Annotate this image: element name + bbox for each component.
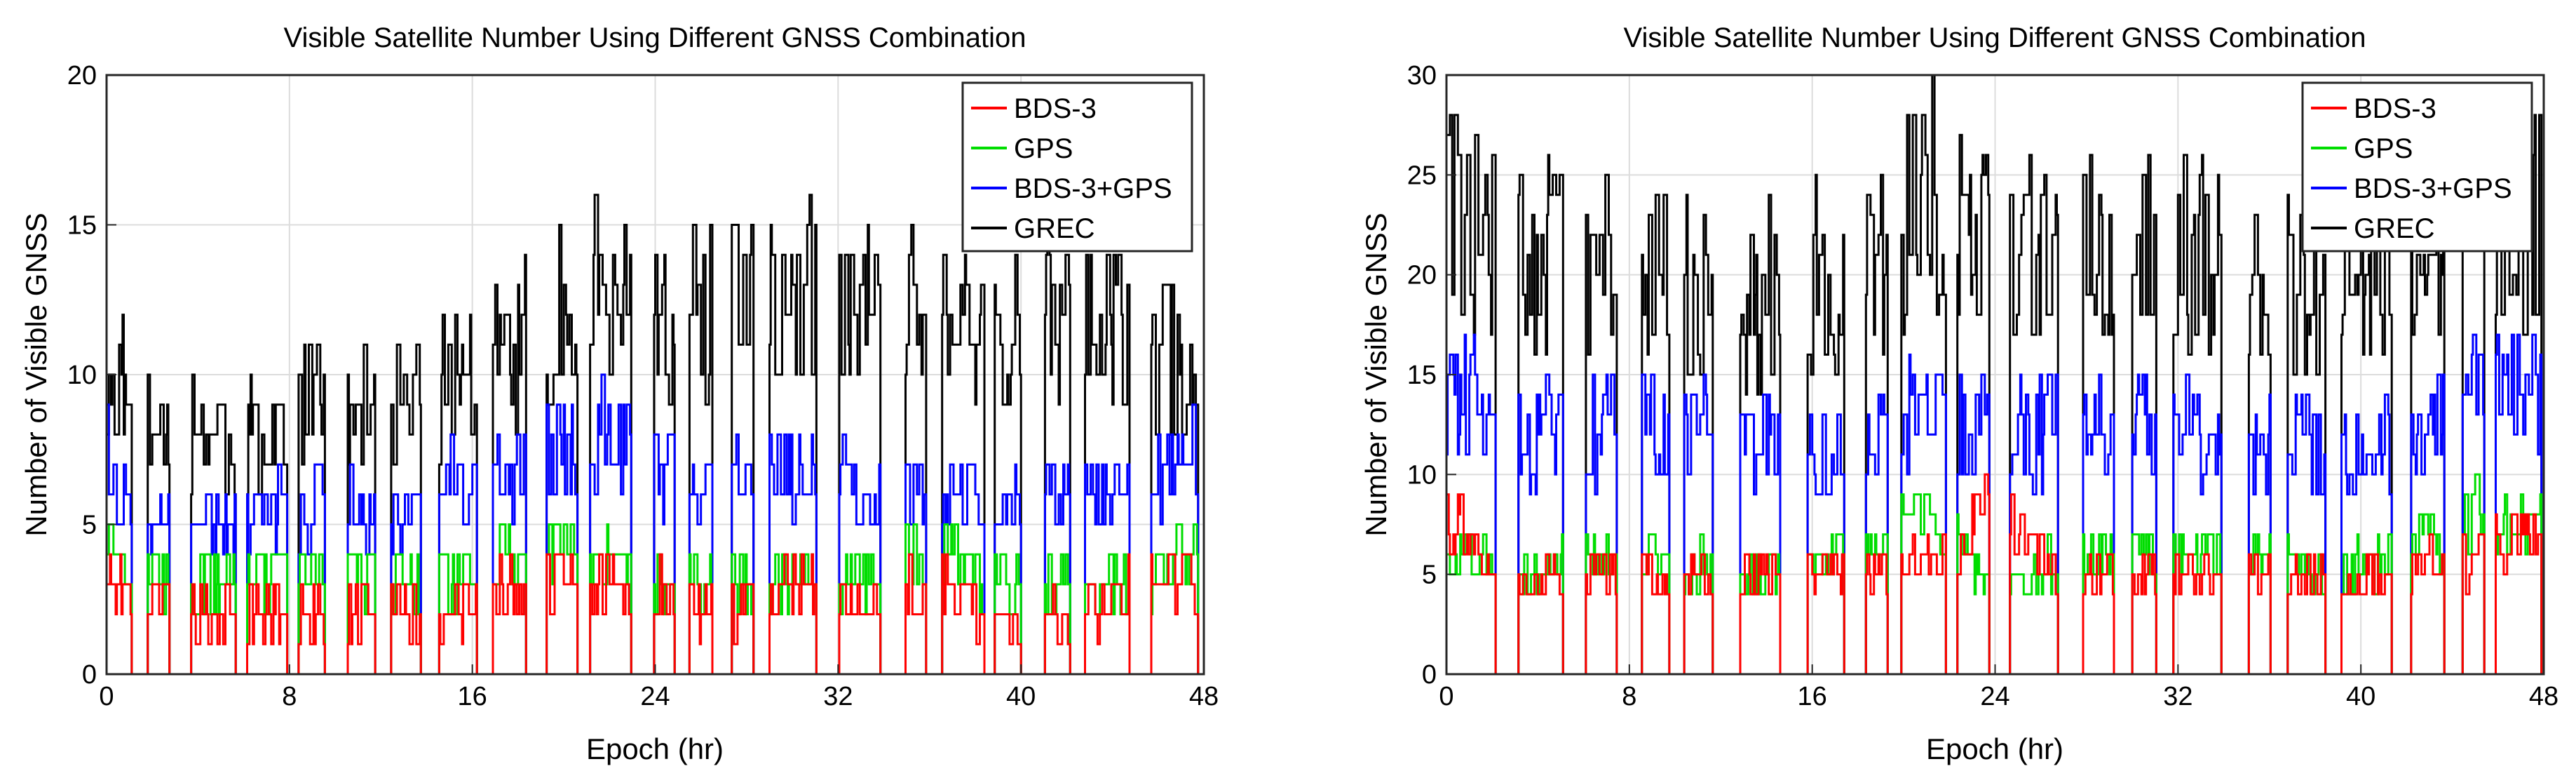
right-legend-item-bds3-gps: BDS-3+GPS <box>2311 173 2512 204</box>
right-legend-label-bds3: BDS-3 <box>2354 93 2436 124</box>
left-x-tick-label: 40 <box>1006 682 1036 711</box>
right-x-axis-label: Epoch (hr) <box>1926 732 2063 765</box>
left-y-tick-label: 10 <box>67 361 97 390</box>
right-x-tick-label: 8 <box>1622 682 1636 711</box>
right-ticks: 0 8 16 24 32 40 48 0 5 10 15 20 25 30 <box>1407 61 2558 711</box>
left-x-tick-label: 24 <box>640 682 670 711</box>
left-y-tick-label: 20 <box>67 61 97 90</box>
left-x-tick-label: 0 <box>99 682 114 711</box>
right-legend-label-bds3-gps: BDS-3+GPS <box>2354 173 2512 204</box>
left-legend-label-bds3: BDS-3 <box>1014 93 1097 124</box>
left-legend: BDS-3 GPS BDS-3+GPS GREC <box>961 81 1193 253</box>
right-y-tick-label: 0 <box>1422 660 1437 690</box>
right-legend-item-bds3: BDS-3 <box>2311 93 2436 124</box>
right-y-tick-label: 10 <box>1407 460 1437 490</box>
right-legend: BDS-3 GPS BDS-3+GPS GREC <box>2301 81 2533 253</box>
left-x-tick-label: 48 <box>1189 682 1219 711</box>
right-chart-title: Visible Satellite Number Using Different… <box>1623 22 2366 53</box>
right-x-tick-label: 16 <box>1798 682 1827 711</box>
left-y-tick-label: 5 <box>82 511 97 540</box>
left-x-tick-label: 16 <box>458 682 487 711</box>
right-x-tick-label: 40 <box>2346 682 2375 711</box>
left-y-tick-label: 15 <box>67 211 97 241</box>
left-x-tick-label: 8 <box>282 682 297 711</box>
left-x-axis-label: Epoch (hr) <box>586 732 724 765</box>
right-y-axis-label: Number of Visible GNSS <box>1360 213 1392 536</box>
right-legend-label-grec: GREC <box>2354 213 2435 244</box>
left-legend-label-bds3-gps: BDS-3+GPS <box>1014 173 1172 204</box>
left-legend-item-bds3: BDS-3 <box>971 93 1097 124</box>
right-legend-item-gps: GPS <box>2311 133 2413 164</box>
right-y-tick-label: 20 <box>1407 261 1437 290</box>
left-legend-item-grec: GREC <box>971 213 1095 244</box>
left-legend-label-grec: GREC <box>1014 213 1095 244</box>
left-ticks: 0 8 16 24 32 40 48 0 5 10 15 20 <box>67 61 1219 711</box>
right-x-tick-label: 32 <box>2163 682 2192 711</box>
left-chart: 0 8 16 24 32 40 48 0 5 10 15 20 Visible Satellite N… <box>20 22 1219 765</box>
right-y-tick-label: 15 <box>1407 361 1437 390</box>
right-legend-box <box>2301 81 2533 253</box>
left-legend-box <box>961 81 1193 253</box>
right-legend-item-grec: GREC <box>2311 213 2435 244</box>
left-legend-item-bds3-gps: BDS-3+GPS <box>971 173 1172 204</box>
right-y-tick-label: 25 <box>1407 161 1437 190</box>
left-legend-label-gps: GPS <box>1014 133 1073 164</box>
right-x-tick-label: 24 <box>1980 682 2009 711</box>
right-x-tick-label: 48 <box>2529 682 2558 711</box>
left-legend-item-gps: GPS <box>971 133 1073 164</box>
right-legend-label-gps: GPS <box>2354 133 2413 164</box>
left-chart-title: Visible Satellite Number Using Different… <box>283 22 1026 53</box>
left-x-tick-label: 32 <box>823 682 853 711</box>
right-chart: 0 8 16 24 32 40 48 0 5 10 15 20 25 30 Visible Satelli… <box>1360 22 2558 765</box>
right-y-tick-label: 5 <box>1422 561 1437 590</box>
right-y-tick-label: 30 <box>1407 61 1437 90</box>
right-x-tick-label: 0 <box>1439 682 1453 711</box>
left-y-tick-label: 0 <box>82 660 97 690</box>
left-y-axis-label: Number of Visible GNSS <box>20 213 53 536</box>
